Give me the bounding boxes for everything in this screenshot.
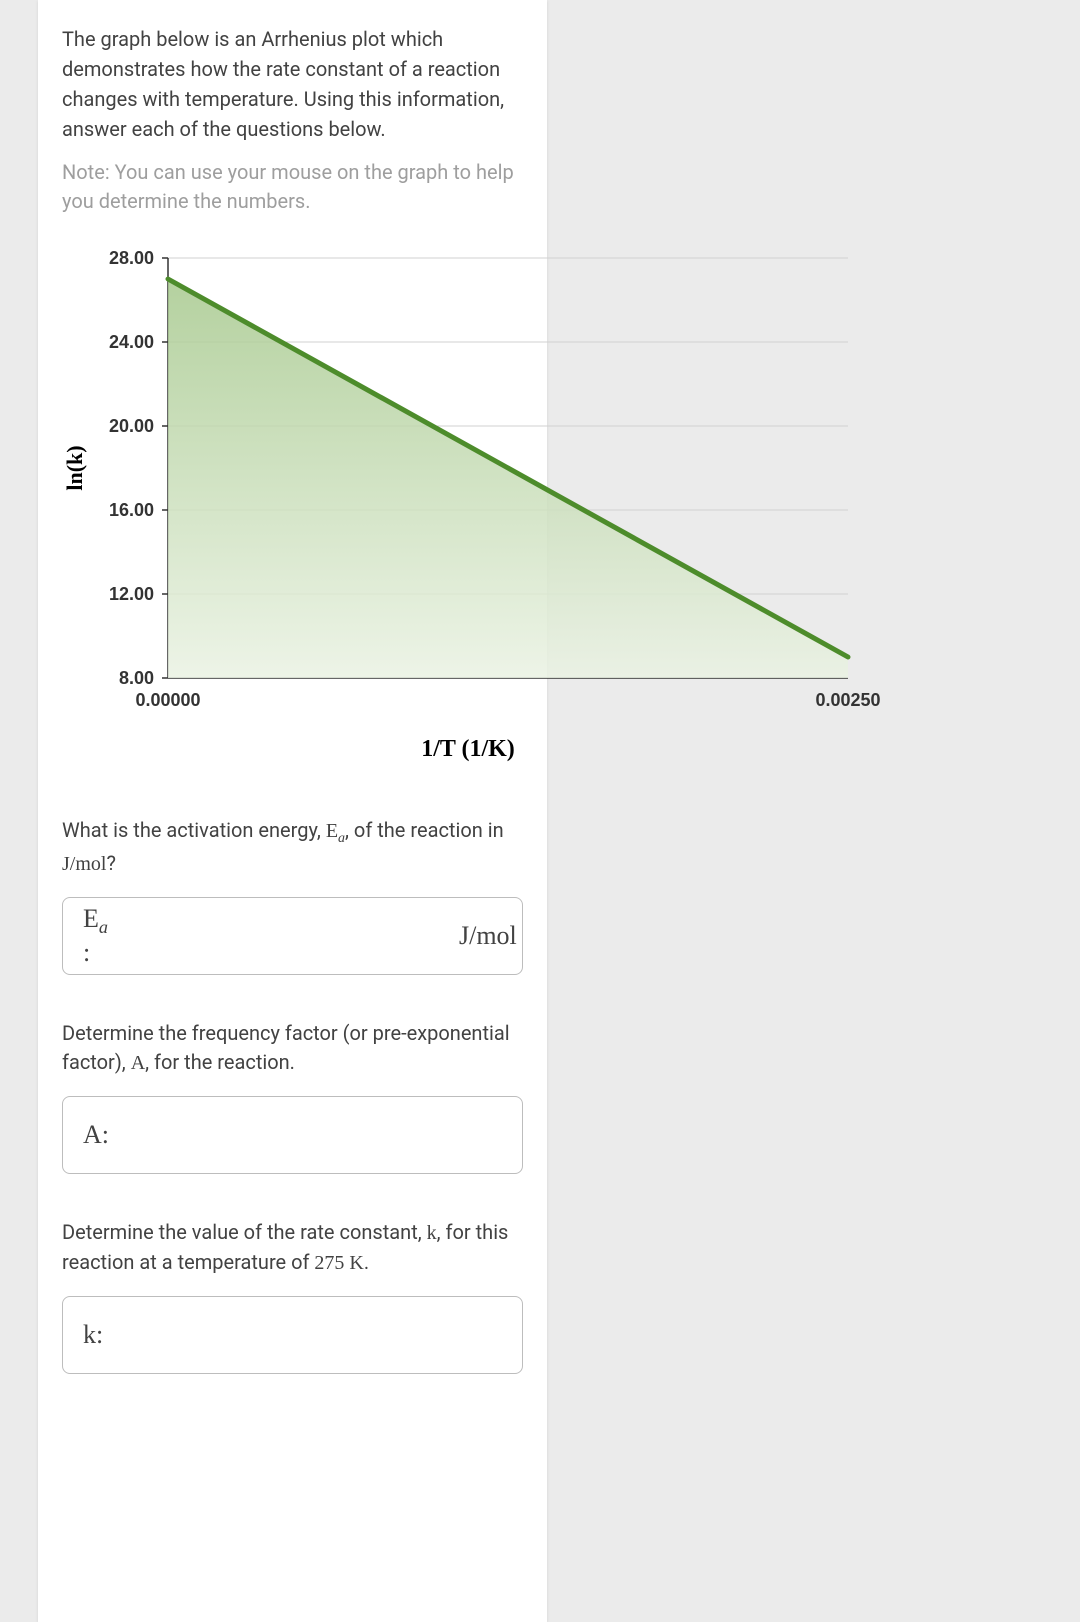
svg-text:24.00: 24.00 [109, 332, 154, 352]
svg-text:12.00: 12.00 [109, 584, 154, 604]
k-label: k: [83, 1320, 103, 1350]
chart-svg[interactable]: 28.00 24.00 20.00 16.00 12.00 8.000.00000 0.00… [38, 222, 1080, 782]
svg-text:20.00: 20.00 [109, 416, 154, 436]
intro-text: The graph below is an Arrhenius plot whi… [62, 24, 523, 144]
a-input[interactable] [109, 1120, 502, 1151]
q3-temp: 275 K [314, 1252, 363, 1274]
q1-mid: , of the reaction in [345, 818, 504, 842]
a-label: A: [83, 1120, 109, 1150]
question-2-text: Determine the frequency factor (or pre-e… [62, 1019, 523, 1078]
question-block: What is the activation energy, Ea, of th… [62, 816, 523, 1374]
q3-post: . [364, 1250, 369, 1274]
svg-text:ln(k): ln(k) [62, 445, 87, 490]
ea-input-box[interactable]: Ea : J/mol [62, 897, 523, 975]
k-input[interactable] [103, 1320, 502, 1351]
ea-unit: J/mol [459, 921, 517, 951]
q1-symbol: Ea [326, 820, 345, 842]
q2-mid: , for the reaction. [145, 1050, 295, 1074]
k-input-box[interactable]: k: [62, 1296, 523, 1374]
svg-text:1/T (1/K): 1/T (1/K) [421, 736, 515, 762]
svg-text:8.00: 8.00 [119, 668, 154, 688]
question-3-text: Determine the value of the rate constant… [62, 1218, 523, 1278]
note-text: Note: You can use your mouse on the grap… [62, 158, 523, 216]
ea-label: Ea : [83, 904, 108, 968]
svg-text:0.00250: 0.00250 [815, 690, 880, 710]
q1-unit-inline: J/mol [62, 853, 106, 875]
q1-post: ? [106, 851, 115, 875]
q2-symbol: A [131, 1052, 145, 1074]
svg-text:16.00: 16.00 [109, 500, 154, 520]
q1-pre: What is the activation energy, [62, 818, 326, 842]
a-input-box[interactable]: A: [62, 1096, 523, 1174]
arrhenius-chart[interactable]: 28.00 24.00 20.00 16.00 12.00 8.000.00000 0.00… [38, 222, 1080, 782]
svg-text:0.00000: 0.00000 [135, 690, 200, 710]
question-1-text: What is the activation energy, Ea, of th… [62, 816, 523, 879]
svg-text:28.00: 28.00 [109, 248, 154, 268]
ea-input[interactable] [108, 921, 459, 952]
q3-symbol: k [427, 1222, 437, 1244]
q3-pre: Determine the value of the rate constant… [62, 1220, 427, 1244]
